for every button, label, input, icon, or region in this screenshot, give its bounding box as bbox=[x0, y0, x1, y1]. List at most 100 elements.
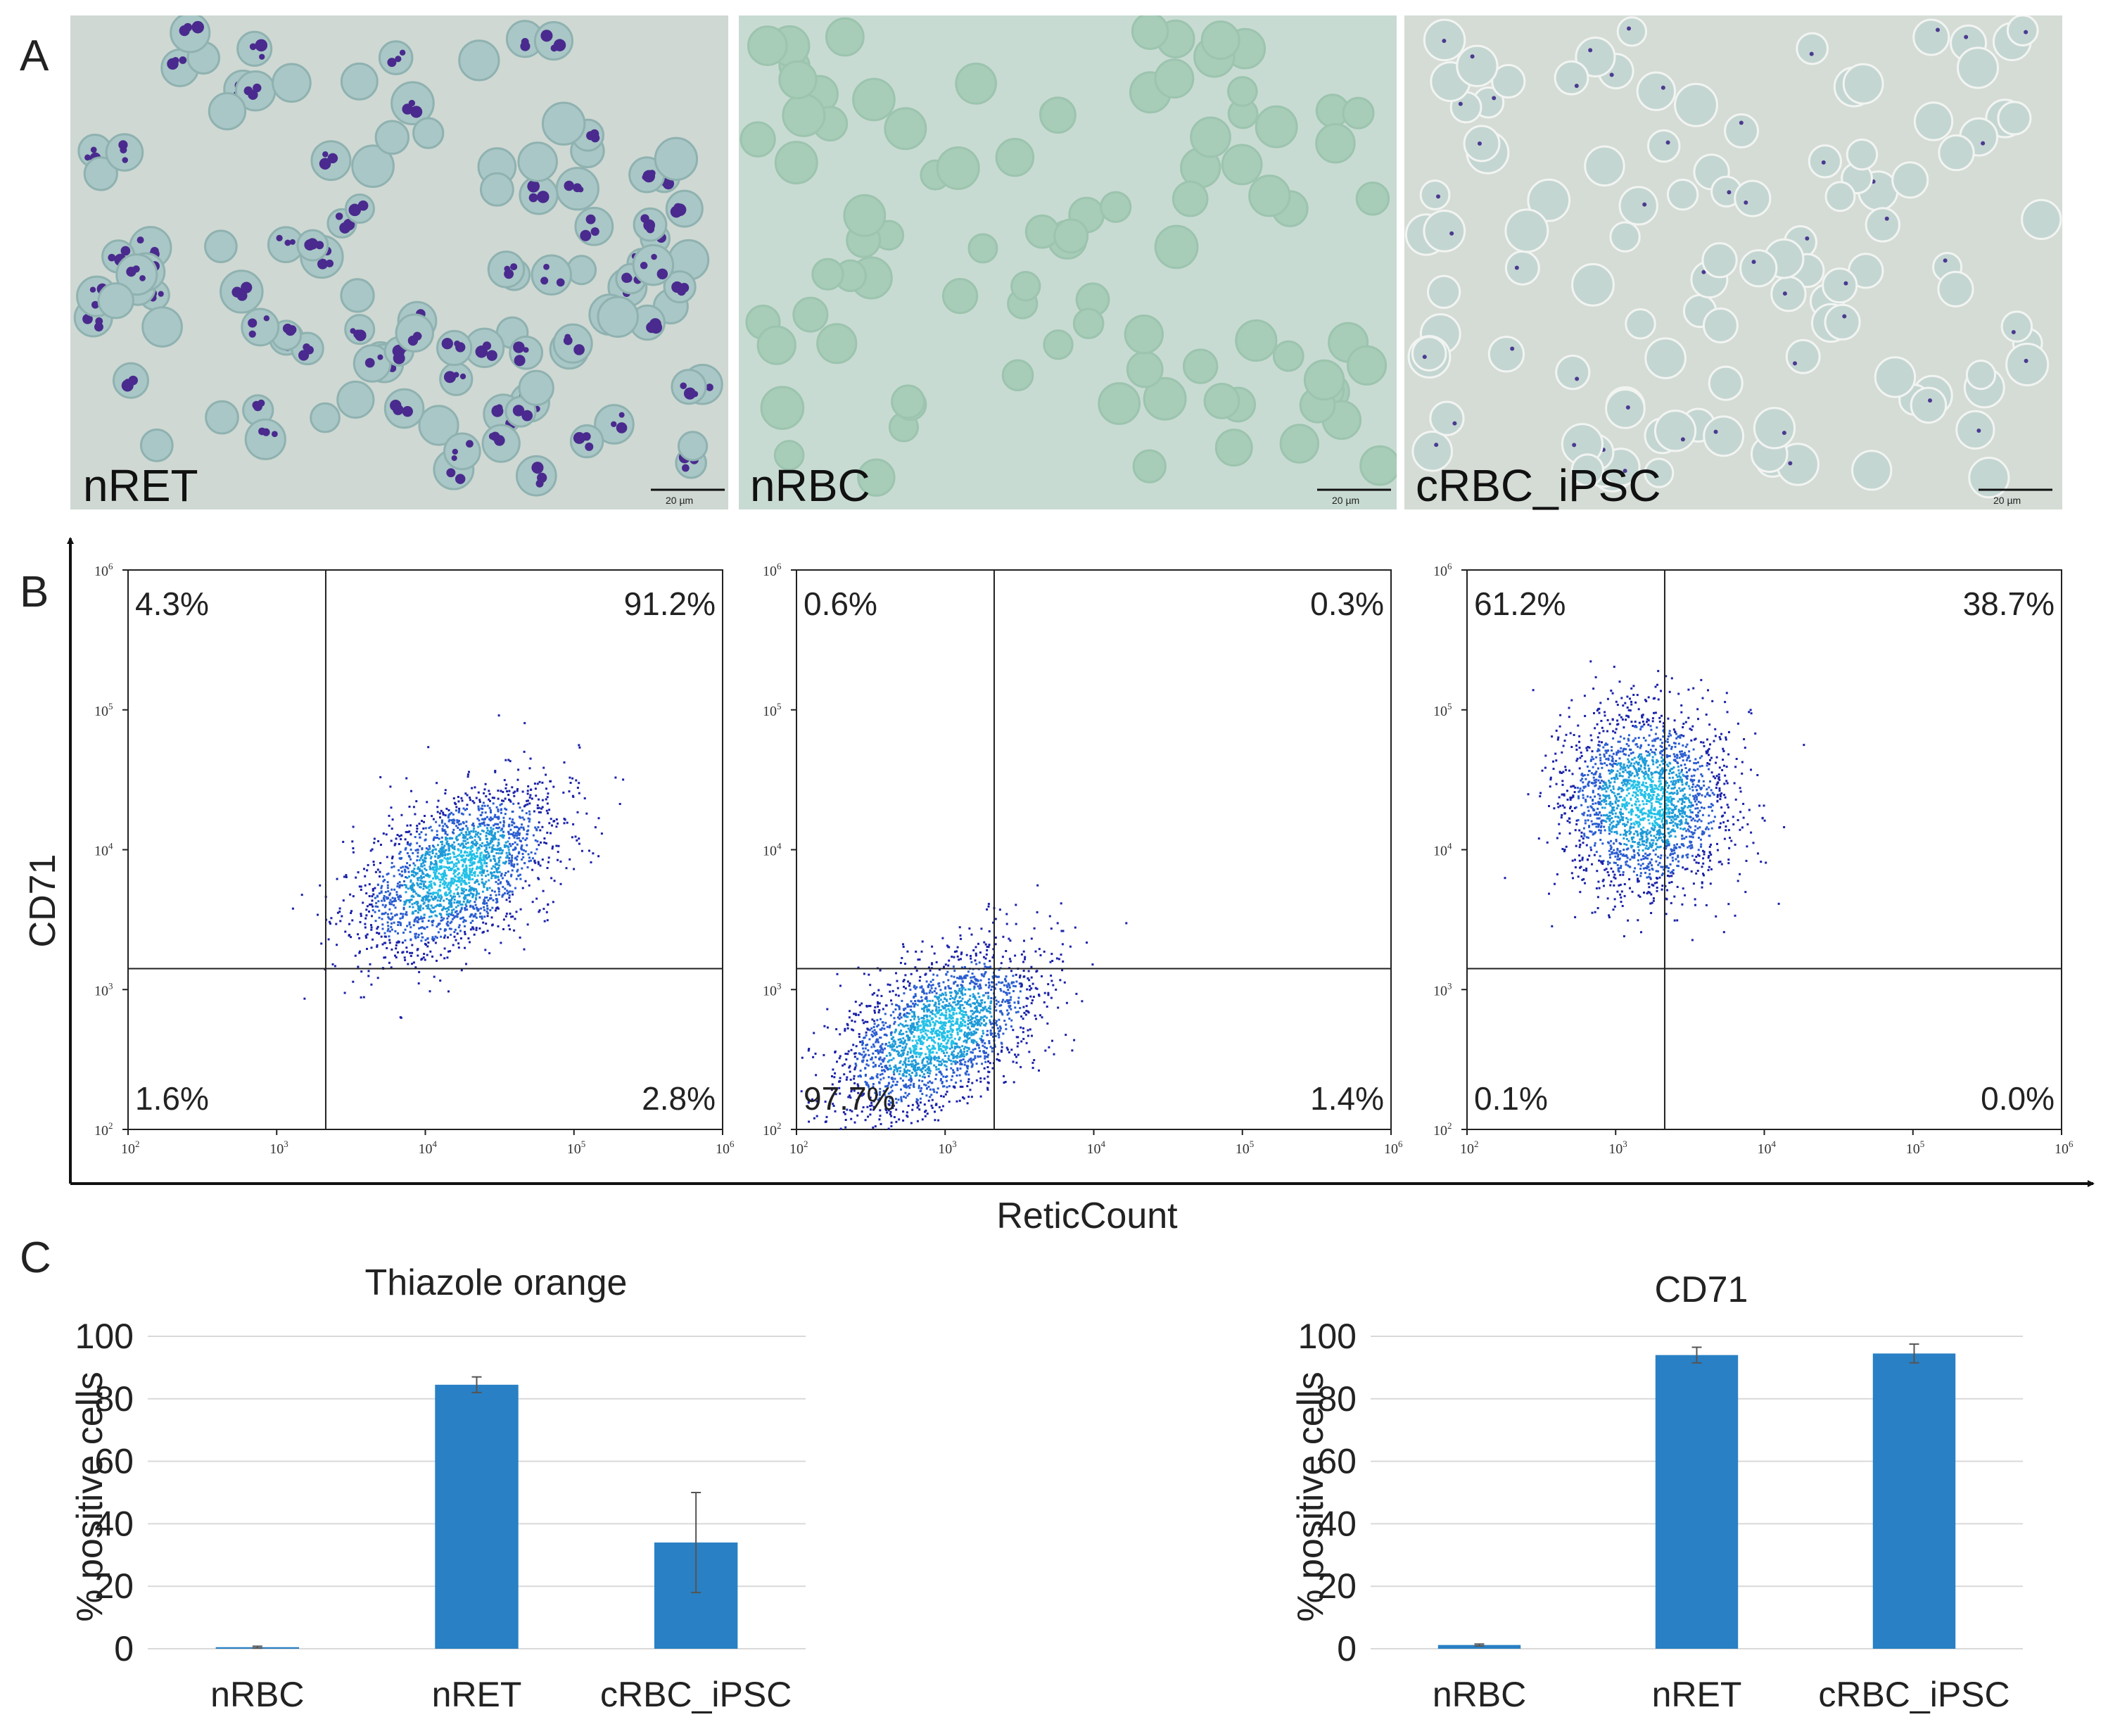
event-dot bbox=[371, 895, 374, 898]
event-dot bbox=[952, 1060, 955, 1063]
event-dot bbox=[909, 1056, 912, 1058]
event-dot bbox=[400, 838, 402, 841]
event-dot bbox=[443, 917, 445, 920]
event-dot bbox=[531, 901, 534, 904]
event-dot bbox=[464, 840, 466, 842]
event-dot bbox=[490, 867, 493, 870]
event-dot bbox=[931, 999, 934, 1002]
event-dot bbox=[982, 1039, 984, 1042]
event-dot bbox=[994, 1022, 997, 1025]
event-dot bbox=[948, 1009, 951, 1012]
event-dot bbox=[451, 877, 454, 880]
event-dot bbox=[858, 1087, 861, 1090]
event-dot bbox=[413, 920, 416, 923]
event-dot bbox=[424, 839, 426, 842]
event-dot bbox=[413, 919, 416, 922]
cell bbox=[141, 306, 183, 348]
event-dot bbox=[976, 1010, 979, 1013]
event-dot bbox=[431, 850, 434, 853]
event-dot bbox=[399, 894, 402, 897]
event-dot bbox=[489, 840, 492, 842]
event-dot bbox=[450, 920, 453, 923]
cell bbox=[336, 380, 375, 419]
event-dot bbox=[508, 862, 511, 865]
event-dot bbox=[928, 1067, 931, 1070]
event-dot bbox=[922, 1010, 925, 1013]
event-dot bbox=[904, 1059, 907, 1062]
event-dot bbox=[452, 908, 455, 911]
event-dot bbox=[987, 986, 990, 989]
cell bbox=[1001, 359, 1034, 392]
event-dot bbox=[371, 848, 374, 851]
event-dot bbox=[1052, 984, 1055, 987]
event-dot bbox=[987, 991, 989, 994]
event-dot bbox=[944, 987, 947, 990]
event-dot bbox=[954, 1022, 957, 1025]
event-dot bbox=[905, 1075, 908, 1078]
micrograph-crbc-ipsc: cRBC_iPSC 20 µm bbox=[1404, 15, 2062, 511]
event-dot bbox=[991, 985, 993, 988]
event-dot bbox=[858, 1004, 861, 1006]
event-dot bbox=[943, 1014, 946, 1017]
event-dot bbox=[506, 790, 509, 792]
event-dot bbox=[465, 905, 468, 908]
event-dot bbox=[929, 1049, 931, 1052]
event-dot bbox=[984, 957, 987, 960]
event-dot bbox=[512, 802, 515, 805]
event-dot bbox=[958, 1056, 961, 1058]
event-dot bbox=[918, 1020, 920, 1023]
event-dot bbox=[997, 1001, 1000, 1003]
event-dot bbox=[914, 1000, 917, 1003]
event-dot bbox=[946, 1060, 948, 1063]
event-dot bbox=[902, 1119, 905, 1122]
event-dot bbox=[417, 901, 419, 904]
event-dot bbox=[417, 916, 419, 919]
event-dot bbox=[918, 1066, 920, 1069]
event-dot bbox=[479, 860, 482, 863]
event-dot bbox=[436, 837, 439, 839]
event-dot bbox=[849, 1109, 851, 1112]
event-dot bbox=[364, 875, 367, 877]
event-dot bbox=[478, 801, 481, 803]
cell bbox=[479, 172, 514, 207]
cell bbox=[843, 194, 887, 237]
event-dot bbox=[874, 1125, 877, 1128]
event-dot bbox=[930, 1028, 933, 1031]
event-dot bbox=[839, 1092, 842, 1095]
event-dot bbox=[447, 820, 450, 823]
event-dot bbox=[470, 830, 473, 832]
event-dot bbox=[823, 1025, 826, 1027]
nucleus-fragment bbox=[527, 179, 540, 193]
event-dot bbox=[831, 1083, 834, 1086]
event-dot bbox=[956, 991, 959, 994]
event-dot bbox=[441, 819, 443, 822]
event-dot bbox=[904, 1015, 907, 1018]
event-dot bbox=[877, 1005, 880, 1008]
event-dot bbox=[958, 1038, 960, 1041]
event-dot bbox=[427, 894, 430, 897]
event-dot bbox=[839, 984, 842, 987]
event-dot bbox=[588, 849, 590, 852]
event-dot bbox=[488, 887, 491, 889]
panel-letter-c: C bbox=[20, 1234, 51, 1282]
event-dot bbox=[905, 1024, 908, 1027]
event-dot bbox=[391, 928, 393, 931]
event-dot bbox=[980, 927, 983, 930]
event-dot bbox=[873, 1029, 876, 1032]
event-dot bbox=[984, 984, 987, 987]
event-dot bbox=[527, 799, 530, 802]
event-dot bbox=[984, 1055, 986, 1058]
event-dot bbox=[1010, 981, 1013, 984]
rna-dot bbox=[1477, 141, 1482, 146]
event-dot bbox=[412, 961, 415, 964]
event-dot bbox=[350, 910, 353, 913]
event-dot bbox=[1020, 1065, 1022, 1068]
event-dot bbox=[509, 817, 512, 820]
event-dot bbox=[946, 1086, 948, 1089]
event-dot bbox=[500, 790, 502, 792]
event-dot bbox=[534, 852, 537, 855]
event-dot bbox=[853, 1121, 856, 1124]
event-dot bbox=[955, 1020, 958, 1023]
event-dot bbox=[455, 806, 458, 809]
event-dot bbox=[903, 992, 906, 995]
